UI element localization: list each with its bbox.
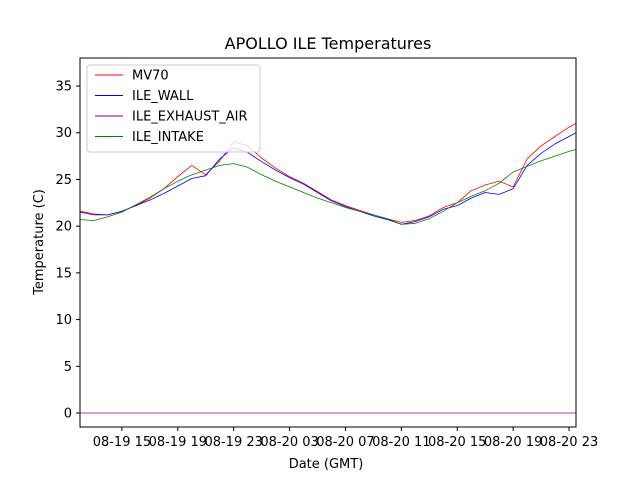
y-tick-label: 10 [55, 313, 72, 328]
x-tick-label: 08-19 15 [93, 435, 151, 450]
legend-label-ile-exhaust-air: ILE_EXHAUST_AIR [132, 110, 248, 125]
legend: MV70 ILE_WALL ILE_EXHAUST_AIR ILE_INTAKE [86, 64, 261, 153]
series-line-ile-wall [79, 132, 577, 225]
x-tick-label: 08-20 07 [316, 435, 374, 450]
series-layer [79, 123, 577, 414]
series-line-ile-intake [79, 149, 577, 225]
y-axis: 0 5 10 15 20 25 30 35 [55, 80, 80, 421]
y-tick-label: 20 [55, 220, 72, 235]
x-tick-label: 08-19 23 [204, 435, 262, 450]
x-tick-label: 08-20 15 [428, 435, 486, 450]
x-tick-label: 08-20 19 [484, 435, 542, 450]
legend-label-ile-intake: ILE_INTAKE [132, 130, 204, 145]
y-tick-label: 5 [64, 360, 72, 375]
plot-frame [79, 57, 577, 428]
legend-label-mv70: MV70 [132, 69, 169, 84]
y-tick-label: 15 [55, 266, 72, 281]
y-tick-label: 30 [55, 126, 72, 141]
legend-frame [86, 64, 261, 153]
chart-title: APOLLO ILE Temperatures [225, 34, 432, 53]
y-tick-label: 35 [55, 80, 72, 95]
x-tick-label: 08-19 19 [149, 435, 207, 450]
y-axis-label: Temperature (C) [32, 189, 47, 296]
legend-label-ile-wall: ILE_WALL [132, 89, 194, 104]
x-axis-label: Date (GMT) [289, 457, 364, 472]
x-tick-label: 08-20 11 [372, 435, 430, 450]
y-tick-label: 25 [55, 173, 72, 188]
x-tick-label: 08-20 03 [260, 435, 318, 450]
y-tick-label: 0 [64, 406, 72, 421]
x-tick-label: 08-20 23 [540, 435, 598, 450]
